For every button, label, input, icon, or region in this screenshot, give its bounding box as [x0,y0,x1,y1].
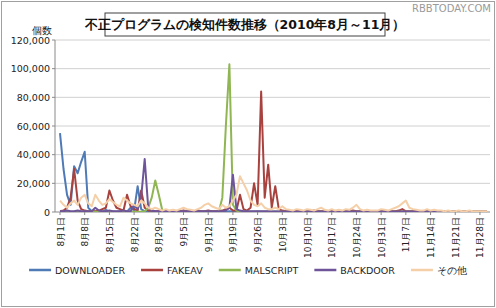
x-tick [381,212,382,215]
x-tick [455,212,456,215]
grid-line [55,183,490,184]
x-tick-label: 8月8日 [80,217,90,246]
legend-label: FAKEAV [167,265,203,276]
x-tick [134,212,135,215]
y-tick-label: 0 [44,207,50,218]
x-tick-label: 10月17日 [327,217,337,258]
x-tick [282,212,283,215]
grid-line [55,68,490,69]
y-tick-label: 40,000 [17,149,50,160]
x-tick [257,212,258,215]
plot-area [60,64,487,211]
x-tick-label: 11月28日 [475,217,485,258]
legend-label: DOWNLOADER [55,265,125,276]
x-tick-label: 9月19日 [228,217,238,252]
x-tick [109,212,110,215]
chart-frame [2,2,495,307]
x-tick [60,212,61,215]
watermark: RBBTODAY.COM [412,3,491,14]
x-tick [158,212,159,215]
x-tick-label: 8月15日 [105,217,115,252]
legend-line [219,269,241,272]
x-tick-label: 10月3日 [278,217,288,252]
x-tick [183,212,184,215]
grid-line [55,154,490,155]
grid-line [55,97,490,98]
x-tick [84,212,85,215]
x-tick [208,212,209,215]
x-tick [307,212,308,215]
y-tick-label: 60,000 [17,121,50,132]
series-line [60,64,487,211]
legend-label: その他 [437,265,467,276]
legend-line [29,269,51,272]
legend: DOWNLOADER FAKEAV MALSCRIPT BACKDOOR その他 [29,265,467,276]
y-axis [55,40,56,212]
x-tick [232,212,233,215]
x-tick [331,212,332,215]
legend-line [314,269,336,272]
x-tick [430,212,431,215]
x-tick-label: 8月1日 [56,217,66,246]
x-tick [405,212,406,215]
y-tick-label: 80,000 [17,92,50,103]
legend-line [411,269,433,272]
x-tick [356,212,357,215]
x-tick-label: 8月29日 [154,217,164,252]
x-tick-label: 9月5日 [179,217,189,246]
series-line [60,176,487,211]
x-tick-label: 10月10日 [303,217,313,258]
x-tick-label: 8月22日 [130,217,140,252]
grid-line [55,126,490,127]
series-line [60,92,487,212]
y-tick-label: 20,000 [17,178,50,189]
chart: 不正プログラムの検知件数推移（2010年8月～11月）RBBTODAY.COM個… [0,0,496,308]
series-line [60,159,487,212]
title: 不正プログラムの検知件数推移（2010年8月～11月） [84,17,406,32]
x-tick-label: 11月21日 [451,217,461,258]
x-tick-label: 11月14日 [426,217,436,258]
y-tick-label: 120,000 [11,35,50,46]
x-tick-label: 10月24日 [352,217,362,258]
x-tick-label: 9月26日 [253,217,263,252]
legend-label: BACKDOOR [340,265,395,276]
y-tick-label: 100,000 [11,63,50,74]
legend-line [141,269,163,272]
x-tick-label: 10月31日 [377,217,387,258]
x-tick-label: 11月7日 [401,217,411,252]
x-tick [479,212,480,215]
grid-line [55,40,490,41]
x-tick-label: 9月12日 [204,217,214,252]
legend-label: MALSCRIPT [245,265,299,276]
